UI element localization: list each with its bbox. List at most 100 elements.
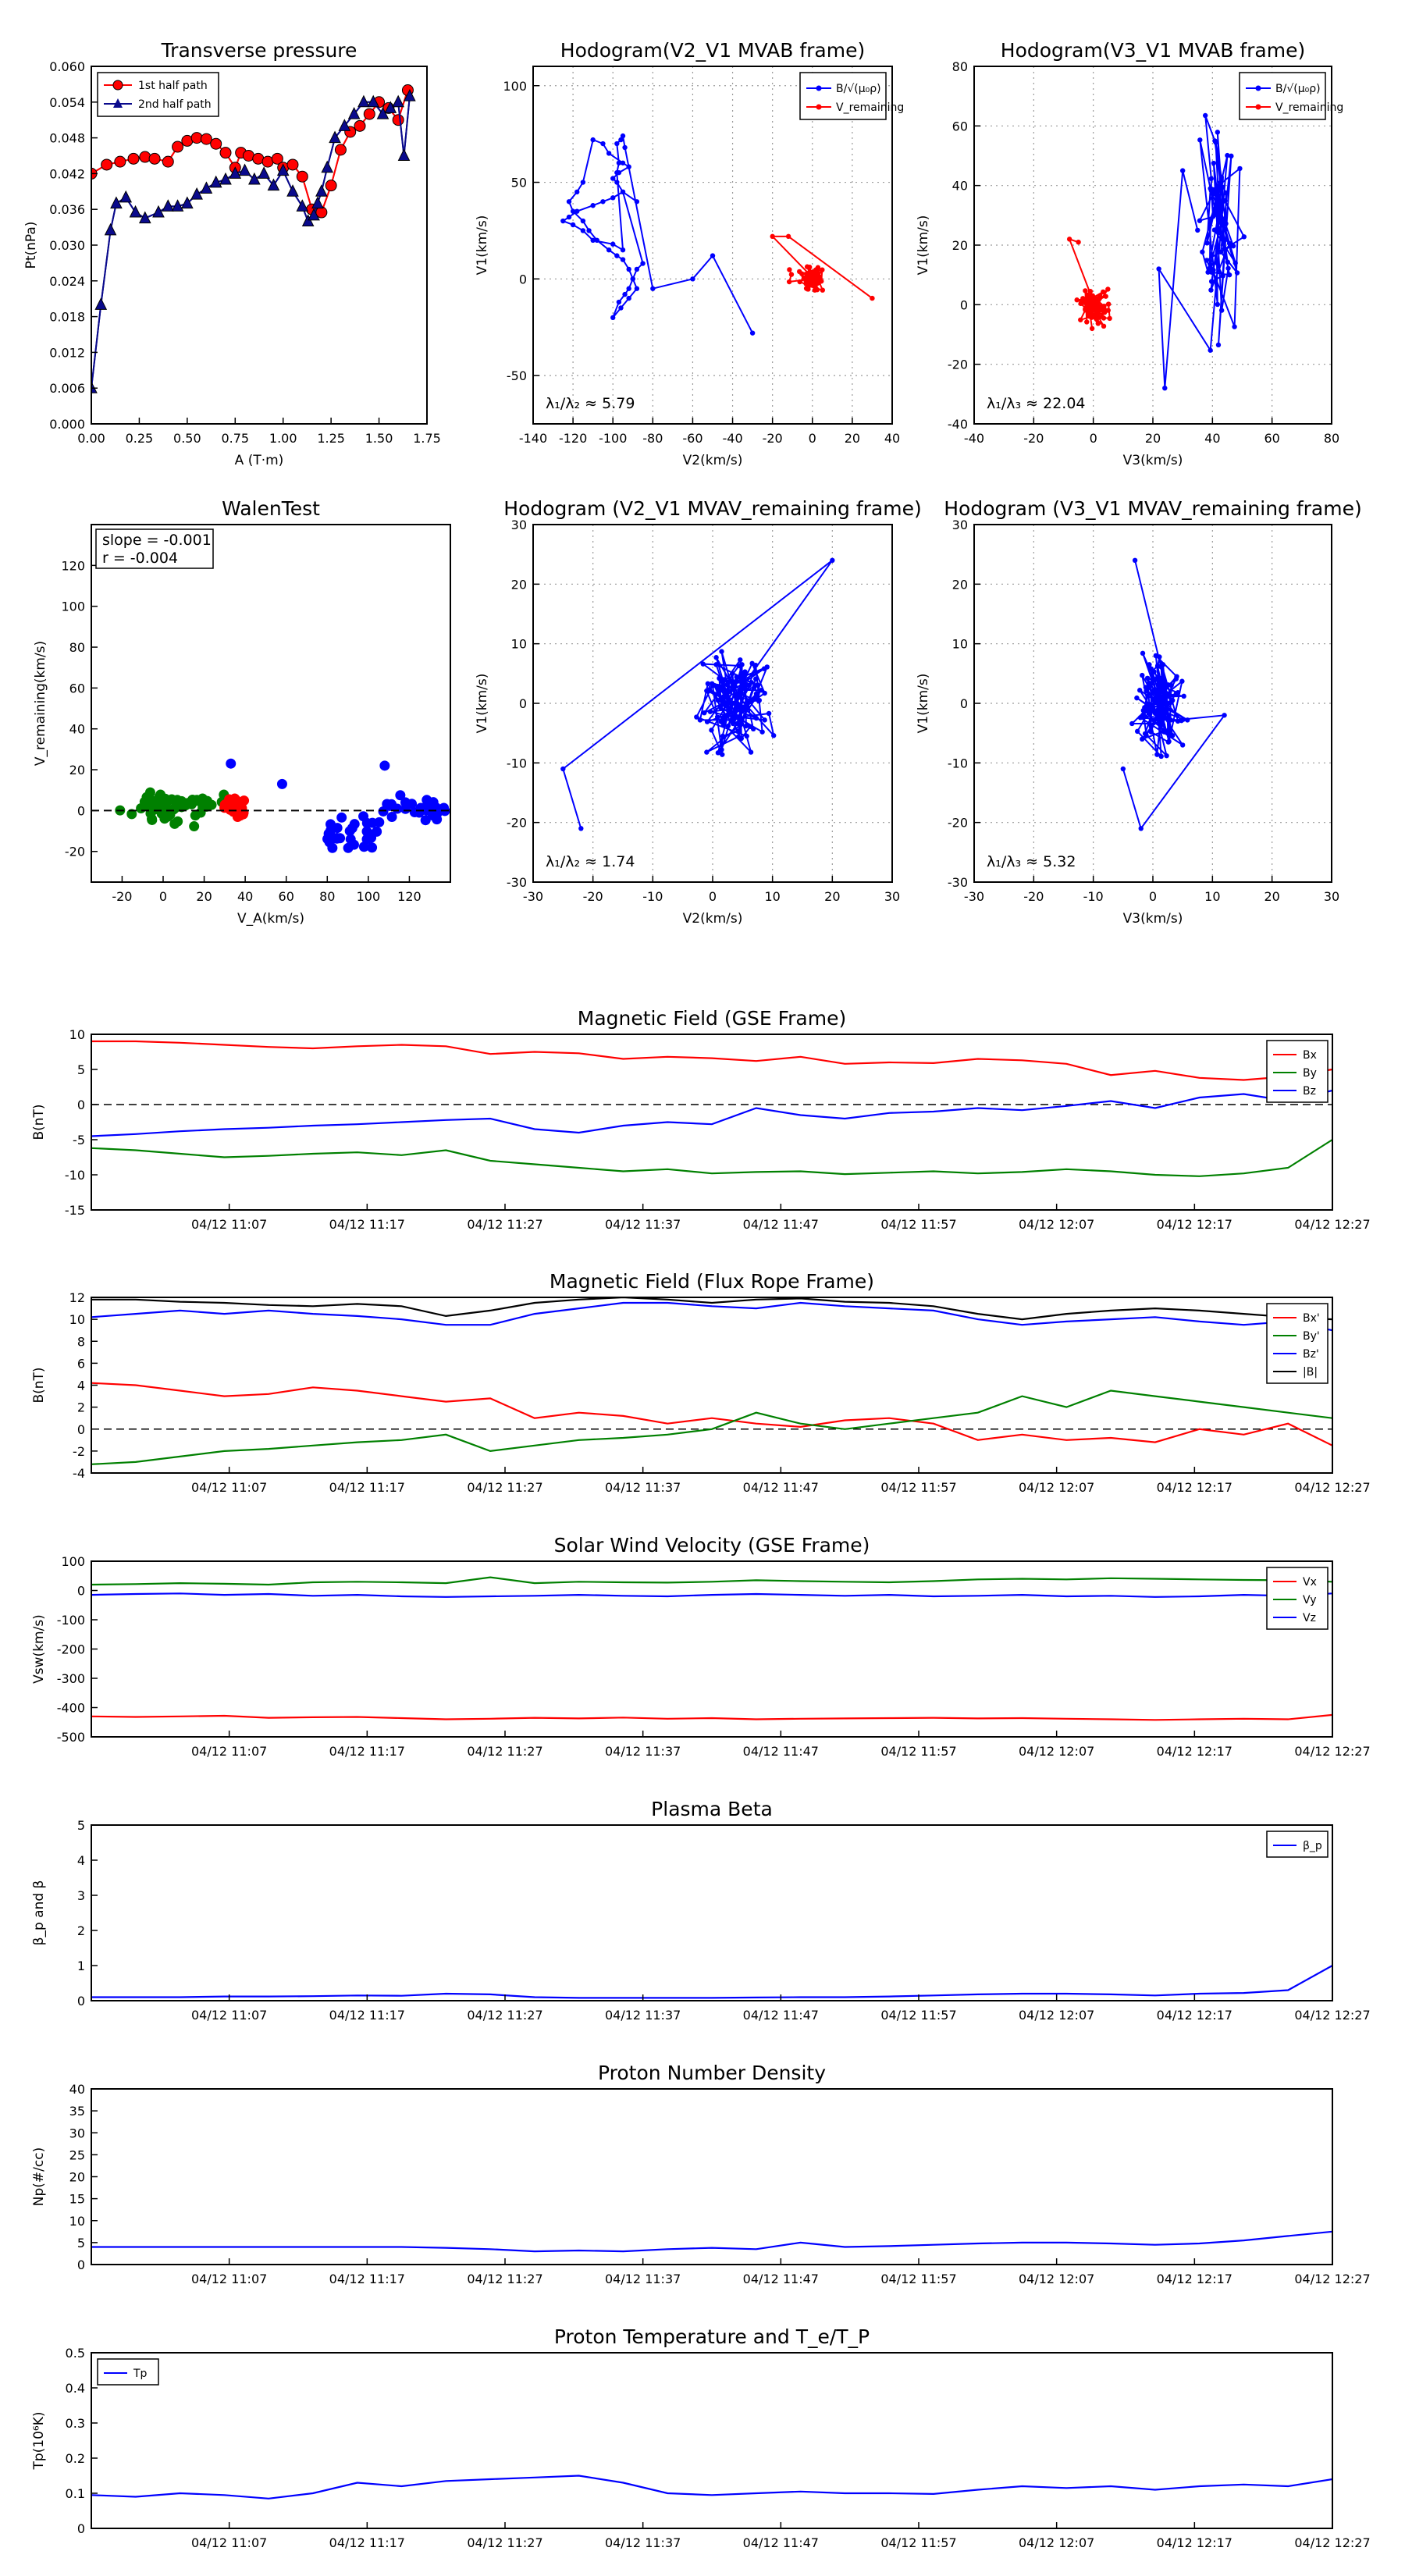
- y-tick-label: 0: [77, 2521, 85, 2536]
- data-point: [1226, 272, 1232, 278]
- data-point: [752, 684, 757, 689]
- data-point: [1211, 227, 1218, 233]
- data-point: [1222, 246, 1227, 252]
- data-point: [1211, 160, 1217, 166]
- data-point: [807, 265, 813, 270]
- data-point: [376, 106, 389, 119]
- walen-series-2: [226, 758, 450, 853]
- data-point: [735, 734, 742, 739]
- hodo_mvav_v2-title: Hodogram (V2_V1 MVAV_remaining frame): [503, 497, 922, 520]
- data-point: [296, 170, 308, 183]
- y-tick-label: 0.000: [49, 417, 85, 432]
- data-point: [127, 152, 140, 165]
- data-point: [1162, 386, 1168, 391]
- data-point: [735, 728, 741, 735]
- data-point: [233, 800, 244, 811]
- data-point: [1087, 300, 1093, 305]
- data-point: [322, 834, 333, 845]
- data-point: [610, 315, 616, 321]
- data-point: [737, 691, 742, 696]
- y-tick-label: 12: [69, 1290, 85, 1305]
- data-point: [169, 818, 180, 829]
- legend-marker: [1255, 85, 1261, 91]
- data-point: [770, 233, 775, 240]
- legend-label: Vy: [1303, 1594, 1317, 1606]
- beta-chart: 04/12 11:07 04/12 11:17 04/12 11:27 04/12 1…: [31, 1798, 1371, 2023]
- data-point: [1222, 197, 1228, 204]
- pt-title: Transverse pressure: [161, 39, 357, 62]
- data-point: [618, 137, 624, 143]
- data-point: [238, 163, 251, 176]
- tp-title: Proton Temperature and T_e/T_P: [554, 2325, 870, 2348]
- data-point: [1161, 729, 1167, 735]
- data-point: [748, 749, 754, 755]
- x-tick-label: 04/12 11:07: [191, 1217, 267, 1232]
- data-point: [727, 678, 734, 684]
- data-point: [420, 815, 431, 826]
- x-tick-label: 04/12 11:47: [743, 1480, 819, 1495]
- y-tick-label: 0: [960, 297, 968, 312]
- data-point: [1215, 342, 1222, 348]
- data-point: [190, 132, 203, 144]
- y-tick-label: 20: [69, 2170, 85, 2185]
- data-point: [91, 381, 98, 393]
- bgse-series-By: [91, 1139, 1332, 1177]
- data-point: [1082, 297, 1088, 303]
- legend-box: [1266, 1831, 1329, 1858]
- data-point: [363, 108, 375, 120]
- data-point: [397, 148, 411, 161]
- y-tick-label: 3: [77, 1888, 85, 1903]
- y-tick-label: 15: [69, 2192, 85, 2207]
- data-point: [1095, 321, 1101, 326]
- data-point: [580, 218, 586, 224]
- data-point: [704, 749, 710, 755]
- data-point: [725, 723, 731, 729]
- data-point: [392, 114, 404, 126]
- x-tick-label: 04/12 11:37: [605, 2008, 681, 2023]
- legend-label: Bz: [1303, 1085, 1316, 1098]
- y-tick-label: -20: [948, 816, 968, 831]
- data-point: [745, 704, 750, 710]
- x-tick-label: 04/12 11:07: [191, 1744, 267, 1759]
- data-point: [1078, 301, 1083, 307]
- x-tick-label: 1.00: [269, 431, 297, 446]
- data-point: [626, 286, 631, 291]
- data-point: [343, 842, 354, 853]
- data-point: [1168, 699, 1174, 705]
- data-point: [1089, 326, 1095, 332]
- data-point: [296, 199, 309, 212]
- legend-box: [97, 72, 219, 117]
- data-point: [1090, 299, 1097, 305]
- hodo_mvab_v3-chart: -40 -20 0 20 40 60 80 -40 -20 0 20 40 60 80 Hodogram(V…: [916, 39, 1343, 468]
- data-point: [1101, 310, 1108, 315]
- x-tick-label: -60: [682, 431, 702, 446]
- data-point: [586, 228, 592, 233]
- data-point: [181, 196, 194, 209]
- data-point: [610, 195, 616, 201]
- y-tick-label: 0.012: [49, 345, 85, 360]
- data-point: [162, 155, 174, 168]
- data-point: [801, 275, 807, 281]
- data-point: [1208, 176, 1215, 182]
- data-point: [713, 692, 719, 697]
- x-tick-label: 04/12 11:57: [880, 2008, 956, 2023]
- data-point: [713, 655, 719, 660]
- data-point: [1066, 237, 1072, 242]
- data-point: [733, 708, 739, 714]
- data-point: [311, 196, 324, 209]
- y-tick-label: 0.054: [49, 95, 85, 110]
- data-point: [806, 269, 812, 276]
- bfr-title: Magnetic Field (Flux Rope Frame): [550, 1270, 874, 1293]
- data-point: [1157, 675, 1163, 681]
- y-tick-label: -400: [57, 1701, 85, 1716]
- data-point: [195, 807, 206, 818]
- legend-marker: [112, 80, 123, 91]
- data-point: [742, 671, 747, 677]
- data-point: [1220, 184, 1225, 190]
- data-point: [327, 842, 338, 853]
- hodo_mvav_v2-ratio-annotation: λ₁/λ₂ ≈ 1.74: [546, 853, 635, 870]
- data-point: [1181, 693, 1186, 699]
- data-point: [570, 222, 576, 228]
- x-tick-label: 04/12 11:47: [743, 1217, 819, 1232]
- data-point: [1140, 736, 1145, 742]
